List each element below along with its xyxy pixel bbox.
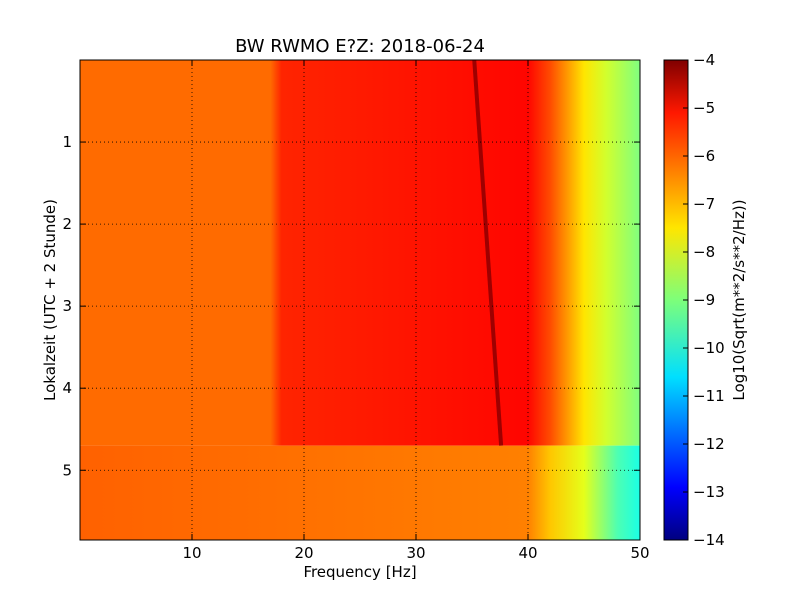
x-tick-label: 30 [406,544,425,562]
colorbar-label: Log10(Sqrt(m**2/s**2/Hz)) [730,199,748,400]
x-tick-label: 20 [294,544,313,562]
y-axis-ticks: 1 2 3 4 5 [62,133,640,479]
colorbar-tick-label: −10 [693,339,725,357]
spectrogram-band [80,60,640,446]
y-tick-label: 5 [62,461,72,479]
y-axis-label: Lokalzeit (UTC + 2 Stunde) [41,199,59,401]
x-axis-label: Frequency [Hz] [303,563,416,581]
x-tick-label: 10 [182,544,201,562]
colorbar-tick-label: −5 [693,99,715,117]
x-tick-label: 50 [630,544,649,562]
spectrogram-band [80,445,640,540]
colorbar-tick-label: −6 [693,147,715,165]
colorbar-tick-label: −9 [693,291,715,309]
y-tick-label: 2 [62,215,72,233]
chart-title: BW RWMO E?Z: 2018-06-24 [235,36,485,57]
colorbar-tick-label: −4 [693,51,715,69]
colorbar-tick-label: −11 [693,387,725,405]
colorbar-ticks: −4 −5 −6 −7 −8 −9 −10 −11 −12 −13 −14 [683,51,725,549]
y-tick-label: 1 [62,133,72,151]
x-axis-ticks: 10 20 30 40 50 [182,60,650,562]
spectrogram-image [80,60,640,540]
colorbar-tick-label: −13 [693,483,725,501]
colorbar-tick-label: −12 [693,435,725,453]
x-tick-label: 40 [518,544,537,562]
colorbar-tick-label: −14 [693,531,725,549]
y-tick-label: 4 [62,379,72,397]
y-tick-label: 3 [62,297,72,315]
colorbar-tick-label: −7 [693,195,715,213]
colorbar-tick-label: −8 [693,243,715,261]
colorbar: −4 −5 −6 −7 −8 −9 −10 −11 −12 −13 −14 Log10(Sqrt(m… [663,51,748,549]
spectrogram-plot-area: 10 20 30 40 50 1 2 3 4 5 [62,59,650,562]
plot-frame [79,59,641,541]
narrowband-line [472,60,504,446]
